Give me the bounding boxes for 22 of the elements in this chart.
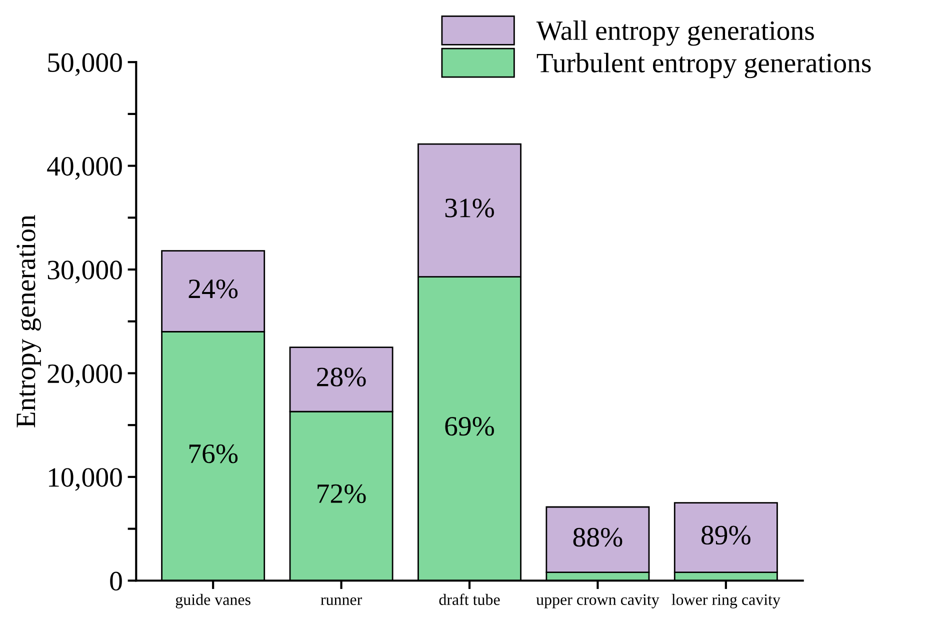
y-tick-label: 0 xyxy=(110,572,122,591)
annotation: 28% xyxy=(317,368,366,386)
y-tick-label: 50,000 xyxy=(48,53,122,76)
annotation: 72% xyxy=(318,484,366,504)
x-tick-label: runner xyxy=(320,597,362,606)
y-tick-label: 30,000 xyxy=(48,260,122,284)
x-tick-label: upper crown cavity xyxy=(536,594,660,608)
x-tick-label: guide vanes xyxy=(176,594,250,608)
y-tick-label: 20,000 xyxy=(48,364,122,388)
annotation: 31% xyxy=(445,198,494,218)
annotation: 89% xyxy=(702,526,750,545)
annotation: 24% xyxy=(188,280,238,298)
y-tick-label: 40,000 xyxy=(47,156,122,180)
x-tick-label: draft tube xyxy=(439,594,500,606)
y-tick-label: 10,000 xyxy=(49,468,122,491)
annotation: 88% xyxy=(573,528,622,547)
annotation: 69% xyxy=(445,416,494,436)
legend-label: Wall entropy generations xyxy=(536,20,814,46)
annotation: 76% xyxy=(189,444,238,464)
x-tick-label: lower ring cavity xyxy=(672,594,780,608)
y-axis-title: Entropy generation xyxy=(16,214,42,428)
legend-label: Turbulent entropy generations xyxy=(536,52,871,78)
